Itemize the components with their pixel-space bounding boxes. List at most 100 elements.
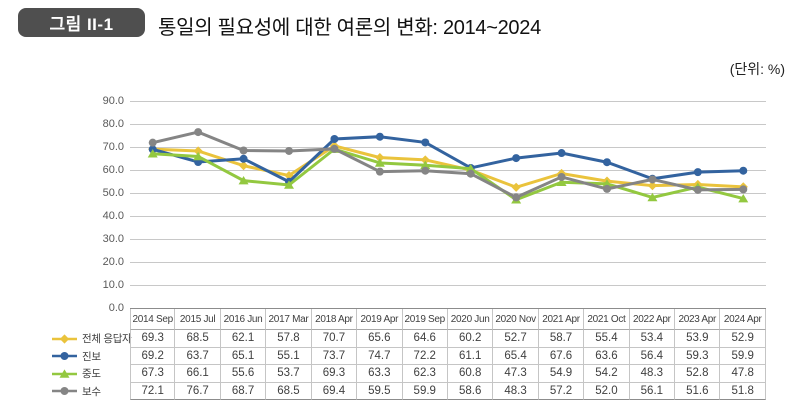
legend-label: 보수 [82,385,101,398]
legend-label: 전체 응답자 [82,333,132,346]
table-value-cell: 60.8 [447,365,494,383]
table-value-cell: 65.6 [357,330,403,348]
table-value-cell: 48.3 [493,382,539,400]
table-header-cell: 2021 Apr [538,309,585,330]
table-header-cell: 2021 Oct [584,309,630,330]
series-line [152,144,744,189]
table-value-cell: 62.3 [402,365,448,383]
table-value-cell: 72.2 [402,347,448,365]
table-header-cell: 2017 Mar [266,309,312,330]
table-value-cell: 58.7 [538,330,585,348]
table-value-cell: 60.2 [447,330,494,348]
series-marker [556,177,567,187]
data-table: 2014 Sep 2015 Jul 2016 Jun 2017 Mar 2018 Apr… [50,309,766,400]
table-value-cell: 63.7 [175,347,221,365]
series-marker [59,369,70,378]
y-axis-tick-label: 90.0 [102,95,124,107]
series-marker [420,155,430,165]
series-marker [374,158,385,167]
series-marker [512,193,521,202]
series-line [152,130,744,200]
series-marker [239,154,248,163]
series-marker [193,151,204,161]
table-value-cell: 58.6 [447,382,494,400]
series-marker [375,167,384,176]
series-marker [285,146,293,155]
series-marker [738,193,749,203]
table-value-cell: 64.6 [402,330,448,348]
y-axis-tick-label: 80.0 [102,118,124,130]
series-marker [59,334,70,344]
y-axis-tick-label: 60.0 [102,164,124,176]
y-axis-tick-label: 10.0 [102,279,124,291]
series-marker [739,166,748,175]
table-header-cell: 2019 Sep [402,309,448,330]
table-header-cell: 2024 Apr [720,309,766,330]
table-value-cell: 69.2 [130,347,176,365]
table-value-cell: 52.8 [675,365,721,383]
y-axis-tick-label: 50.0 [102,187,124,199]
table-value-cell: 59.3 [675,347,721,365]
y-axis-tick-label: 40.0 [102,210,124,222]
table-header-cell: 2014 Sep [130,309,176,330]
table-value-cell: 68.5 [266,382,312,400]
table-header-cell: 2015 Jul [175,309,221,330]
table-value-cell: 54.2 [584,365,630,383]
table-value-cell: 65.4 [493,347,539,365]
table-value-cell: 55.6 [220,365,267,383]
series-marker [375,132,384,141]
table-value-cell: 74.7 [357,347,403,365]
table-value-cell: 47.8 [720,365,766,383]
table-header-cell: 2016 Jun [220,309,267,330]
legend-marker-icon [52,369,77,378]
legend-item: 중도 [50,365,130,383]
series-marker [193,146,203,156]
series-marker [512,154,521,163]
y-axis-tick-label: 0.0 [108,302,124,314]
table-value-cell: 67.3 [130,365,176,383]
unit-label: (단위: %) [729,61,785,77]
y-axis-tick-label: 70.0 [102,141,124,153]
series-marker [421,138,430,147]
table-header-cell: 2020 Nov [493,309,539,330]
table-value-cell: 69.3 [130,330,176,348]
series-marker [330,134,339,143]
table-header-cell: 2023 Apr [675,309,721,330]
table-value-cell: 53.7 [266,365,312,383]
series-line [152,147,744,202]
table-value-cell: 52.7 [493,330,539,348]
y-axis-tick-label: 30.0 [102,233,124,245]
y-axis: 90.0 80.0 70.0 60.0 50.0 40.0 30.0 20.0 10.0 0.0 [84,94,124,324]
series-marker [239,146,248,155]
table-value-cell: 54.9 [538,365,585,383]
series-marker [693,168,702,177]
table-value-cell: 72.1 [130,382,176,400]
table-value-cell: 69.4 [311,382,358,400]
legend-item: 진보 [50,348,130,366]
series-marker [194,128,203,137]
series-marker [693,185,702,194]
table-value-cell: 52.0 [584,382,630,400]
table-value-cell: 56.1 [629,382,676,400]
table-value-cell: 53.9 [675,330,721,348]
table-value-cell: 55.1 [266,347,312,365]
series-line [152,135,744,184]
table-value-cell: 68.7 [220,382,267,400]
series-marker [330,144,339,153]
series-marker [238,176,249,185]
table-value-cell: 57.8 [266,330,312,348]
legend-label: 중도 [82,368,101,381]
table-value-cell: 51.8 [720,382,766,400]
y-axis-tick-label: 20.0 [102,256,124,268]
series-marker [557,172,566,181]
table-header-cell: 2022 Apr [629,309,676,330]
table-value-cell: 59.9 [402,382,448,400]
table-value-cell: 68.5 [175,330,221,348]
table-header-cell: 2020 Jun [447,309,494,330]
table-value-cell: 67.6 [538,347,585,365]
table-header-cell: 2019 Apr [357,309,403,330]
series-marker [465,164,476,173]
series-marker [739,185,748,194]
table-value-cell: 52.9 [720,330,766,348]
series-marker [557,149,566,158]
